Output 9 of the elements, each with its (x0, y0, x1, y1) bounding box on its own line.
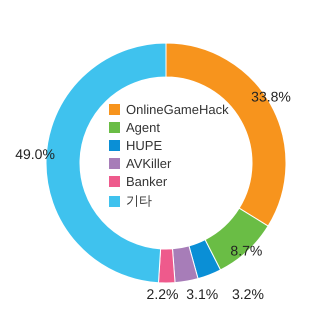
legend-label: Banker (126, 174, 168, 189)
data-label: 3.2% (232, 286, 264, 302)
legend-label: 기타 (126, 192, 152, 210)
legend-label: Agent (126, 120, 160, 135)
legend-label: AVKiller (126, 156, 172, 171)
legend-label: OnlineGameHack (126, 102, 229, 117)
data-label: 3.1% (186, 286, 218, 302)
legend-label: HUPE (126, 138, 162, 153)
data-label: 2.2% (146, 286, 178, 302)
